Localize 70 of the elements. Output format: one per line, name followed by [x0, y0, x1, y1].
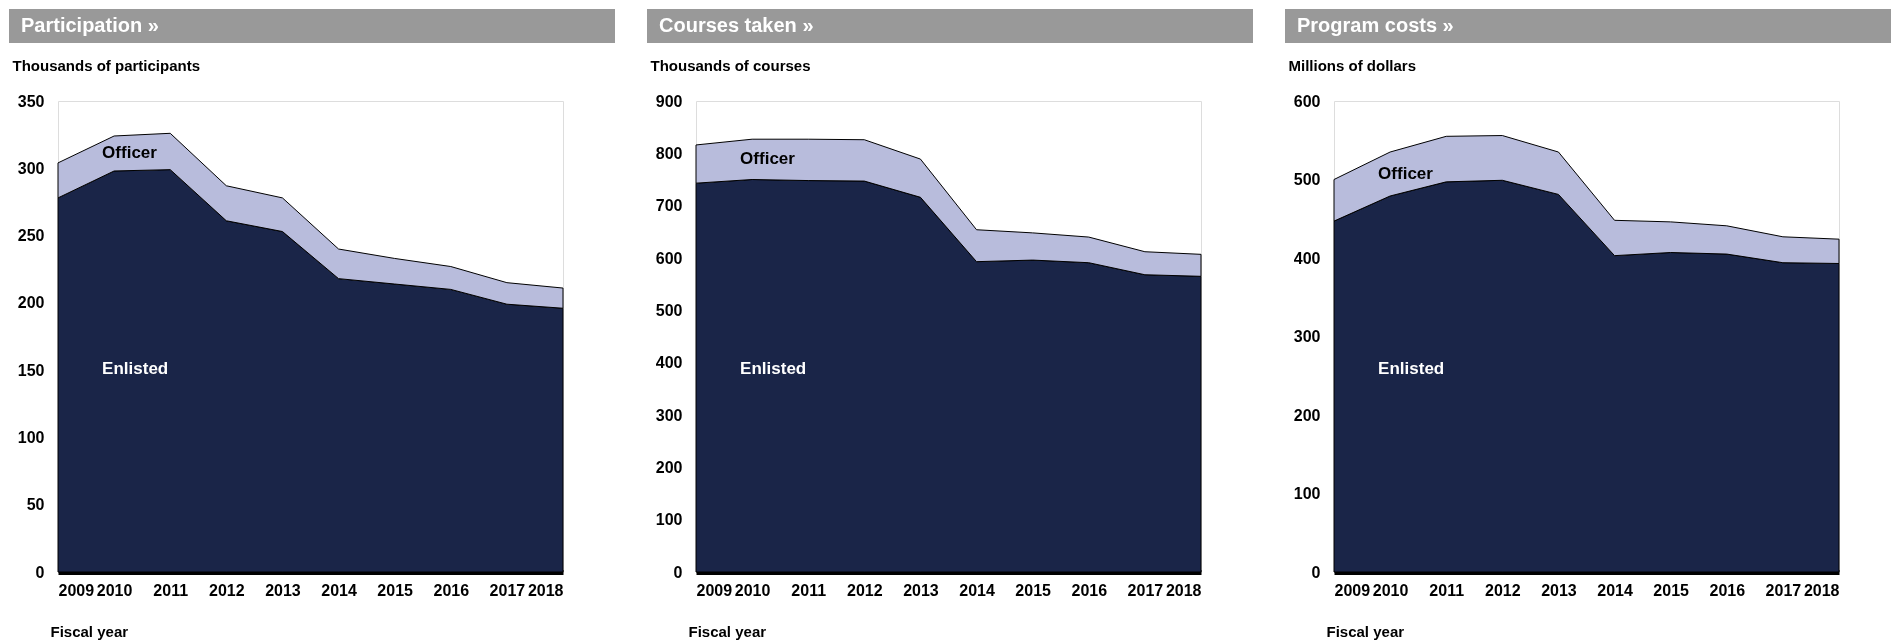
- y-tick-label: 100: [17, 428, 45, 446]
- series-label: Officer: [1378, 164, 1434, 184]
- chart-title: Program costs »: [1297, 14, 1454, 36]
- x-tick-label: 2013: [903, 581, 939, 599]
- x-tick-label: 2014: [1597, 581, 1633, 599]
- y-tick-label: 300: [17, 159, 45, 177]
- y-tick-label: 600: [655, 249, 683, 267]
- series-label: Enlisted: [1378, 359, 1445, 379]
- y-tick-label: 100: [655, 511, 683, 529]
- series-label: Enlisted: [740, 359, 807, 379]
- y-tick-label: 500: [1293, 171, 1321, 188]
- series-label: Enlisted: [102, 359, 169, 379]
- x-tick-label: 2010: [1372, 581, 1409, 599]
- x-axis-title: Fiscal year: [1326, 622, 1405, 640]
- y-tick-label: 0: [1311, 563, 1321, 581]
- y-tick-label: 400: [1293, 249, 1321, 267]
- x-axis-title: Fiscal year: [50, 622, 129, 640]
- x-tick-label: 2015: [1653, 581, 1690, 599]
- x-tick-label: 2016: [433, 581, 470, 599]
- y-tick-label: 200: [1293, 406, 1321, 424]
- x-tick-label: 2013: [265, 581, 301, 599]
- x-tick-label: 2011: [153, 581, 189, 599]
- y-tick-label: 350: [17, 92, 45, 110]
- y-tick-label: 200: [17, 294, 45, 312]
- x-tick-label: 2012: [209, 581, 245, 599]
- series-label: Officer: [740, 149, 796, 169]
- x-tick-label: 2017: [1765, 581, 1802, 599]
- y-tick-label: 200: [655, 458, 683, 476]
- x-tick-label: 2015: [377, 581, 414, 599]
- x-tick-label: 2013: [1541, 581, 1577, 599]
- y-tick-label: 400: [655, 354, 683, 372]
- x-tick-label: 2011: [1429, 581, 1465, 599]
- y-tick-label: 700: [655, 197, 683, 215]
- y-tick-label: 50: [26, 496, 45, 514]
- chart-title: Courses taken »: [659, 14, 814, 36]
- y-tick-label: 100: [1293, 485, 1321, 502]
- y-axis-title: Thousands of participants: [12, 56, 201, 74]
- x-tick-label: 2012: [1485, 581, 1521, 599]
- y-tick-label: 0: [35, 563, 45, 581]
- x-tick-label: 2010: [734, 581, 771, 599]
- y-tick-label: 500: [655, 301, 683, 319]
- x-tick-label: 2015: [1015, 581, 1052, 599]
- y-axis-title: Thousands of courses: [650, 56, 811, 74]
- x-tick-label: 2010: [96, 581, 133, 599]
- y-axis-title: Millions of dollars: [1288, 56, 1417, 74]
- x-tick-label: 2018: [527, 581, 564, 599]
- x-tick-label: 2009: [58, 581, 95, 599]
- y-tick-label: 600: [1293, 92, 1321, 110]
- x-tick-label: 2018: [1803, 581, 1840, 599]
- y-tick-label: 0: [673, 563, 683, 581]
- x-tick-label: 2011: [791, 581, 827, 599]
- chart-title: Participation »: [21, 14, 159, 36]
- y-tick-label: 250: [17, 227, 45, 245]
- series-label: Officer: [102, 143, 158, 163]
- x-tick-label: 2009: [696, 581, 733, 599]
- x-tick-label: 2014: [321, 581, 357, 599]
- x-tick-label: 2018: [1165, 581, 1202, 599]
- x-tick-label: 2009: [1334, 581, 1371, 599]
- y-tick-label: 150: [17, 361, 45, 379]
- x-tick-label: 2012: [847, 581, 883, 599]
- y-tick-label: 300: [655, 406, 683, 424]
- x-tick-label: 2016: [1071, 581, 1108, 599]
- y-tick-label: 300: [1293, 328, 1321, 345]
- x-tick-label: 2017: [489, 581, 526, 599]
- y-tick-label: 800: [655, 144, 683, 162]
- x-tick-label: 2014: [959, 581, 995, 599]
- y-tick-label: 900: [655, 92, 683, 110]
- x-axis-title: Fiscal year: [688, 622, 767, 640]
- x-tick-label: 2016: [1709, 581, 1746, 599]
- x-tick-label: 2017: [1127, 581, 1164, 599]
